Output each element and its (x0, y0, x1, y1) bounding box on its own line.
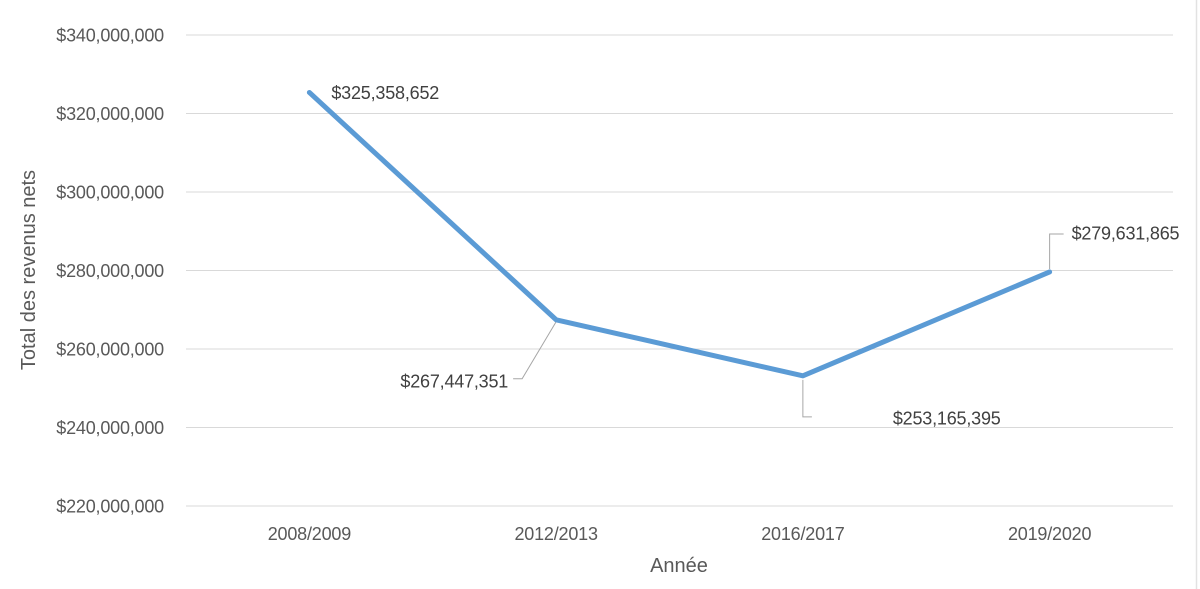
x-tick-label: 2012/2013 (514, 524, 597, 544)
data-label-leader-lines (513, 233, 1064, 418)
x-tick-label: 2008/2009 (268, 524, 351, 544)
x-axis-tick-labels: 2008/2009 2012/2013 2016/2017 2019/2020 (268, 524, 1092, 544)
data-label: $279,631,865 (1072, 223, 1180, 243)
gridlines (186, 34, 1173, 507)
y-tick-label: $240,000,000 (56, 418, 164, 438)
y-tick-label: $280,000,000 (56, 261, 164, 281)
x-tick-label: 2019/2020 (1008, 524, 1091, 544)
data-label-leader (802, 379, 812, 418)
y-axis-title: Total des revenus nets (18, 170, 40, 370)
x-axis-title: Année (650, 555, 708, 577)
data-label-leader (1049, 233, 1064, 269)
y-tick-label: $260,000,000 (56, 340, 164, 360)
y-axis-tick-labels: $220,000,000 $240,000,000 $260,000,000 $280… (56, 26, 164, 517)
data-label-leader (513, 321, 557, 380)
series-line-group (306, 89, 1053, 379)
data-label: $267,447,351 (400, 371, 508, 391)
y-tick-label: $340,000,000 (56, 26, 164, 46)
data-label: $253,165,395 (893, 408, 1001, 428)
x-tick-label: 2016/2017 (761, 524, 844, 544)
y-tick-label: $320,000,000 (56, 104, 164, 124)
y-tick-label: $220,000,000 (56, 497, 164, 517)
series-line (306, 89, 1053, 379)
data-label: $325,358,652 (331, 83, 439, 103)
y-tick-label: $300,000,000 (56, 183, 164, 203)
data-labels: $325,358,652 $267,447,351 $253,165,395 $279… (331, 83, 1179, 428)
